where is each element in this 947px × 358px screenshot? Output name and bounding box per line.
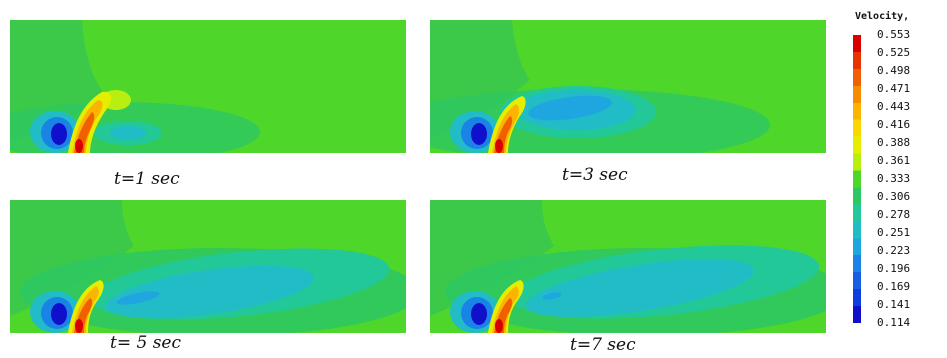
legend-level-label: 0.388 (877, 136, 911, 149)
jet-peak (495, 139, 503, 153)
wake-mid (105, 265, 315, 319)
panel-caption-t5: t= 5 sec (110, 333, 182, 353)
jet-peak (75, 139, 83, 153)
color-scale-bar (853, 35, 861, 323)
wake-core (116, 291, 160, 305)
jet-peak (75, 319, 83, 333)
wake-mid (526, 259, 754, 317)
legend-level-label: 0.443 (877, 100, 911, 113)
legend-level-label: 0.498 (877, 64, 911, 77)
panel-caption-t7: t=7 sec (570, 335, 636, 355)
front-zone-core (51, 123, 67, 145)
legend-level-label: 0.196 (877, 262, 911, 275)
contour-plot-t1 (10, 20, 406, 153)
wake-core (110, 126, 146, 140)
panel-caption-t1: t=1 sec (114, 169, 180, 189)
contour-plot-t7 (430, 200, 826, 333)
legend-level-label: 0.223 (877, 244, 911, 257)
legend-level-label: 0.114 (877, 316, 911, 329)
legend-level-label: 0.416 (877, 118, 911, 131)
jet-peak (495, 319, 503, 333)
legend-level-label: 0.471 (877, 82, 911, 95)
legend-level-label: 0.306 (877, 190, 911, 203)
contour-plot-t3 (430, 20, 826, 153)
legend-level-label: 0.278 (877, 208, 911, 221)
front-zone-core (471, 303, 487, 325)
legend-level-label: 0.333 (877, 172, 911, 185)
legend-title: Velocity, (855, 11, 910, 22)
wake-core (542, 292, 562, 300)
contour-plot-t5 (10, 200, 406, 333)
front-zone-core (471, 123, 487, 145)
panel-caption-t3: t=3 sec (562, 165, 628, 185)
legend-level-label: 0.251 (877, 226, 911, 239)
legend-level-label: 0.141 (877, 298, 911, 311)
legend-level-label: 0.553 (877, 28, 911, 41)
color-scale-labels: 0.553 0.525 0.498 0.471 0.443 0.416 0.388 0.361… (877, 26, 910, 332)
legend-level-label: 0.169 (877, 280, 911, 293)
legend-level-label: 0.525 (877, 46, 911, 59)
front-zone-core (51, 303, 67, 325)
legend-level-label: 0.361 (877, 154, 911, 167)
wake-core (528, 95, 612, 121)
